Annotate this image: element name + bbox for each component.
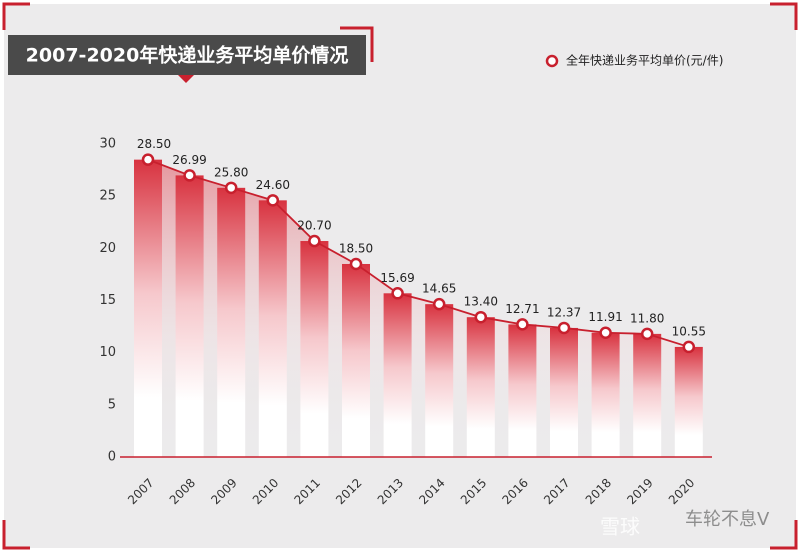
marker: [308, 234, 321, 248]
data-label: 15.69: [380, 271, 414, 285]
data-label: 11.91: [588, 310, 622, 324]
marker: [640, 327, 654, 341]
y-tick-label: 20: [99, 241, 116, 256]
data-label: 12.37: [547, 305, 581, 319]
watermark: 雪球: [600, 515, 640, 539]
column: [300, 241, 329, 457]
watermark-author: 车轮不息V: [685, 509, 770, 530]
column: [550, 327, 578, 457]
column: [591, 332, 620, 457]
column: [508, 324, 537, 457]
corner: [770, 520, 798, 550]
column: [674, 346, 703, 457]
y-tick-label: 15: [99, 293, 116, 308]
chart-title: 2007-2020年快递业务平均单价情况: [26, 44, 349, 67]
column: [425, 304, 454, 457]
y-tick-label: 30: [99, 137, 116, 152]
y-tick-label: 0: [108, 450, 116, 465]
marker: [224, 181, 238, 195]
column: [175, 175, 204, 457]
marker: [349, 257, 363, 271]
legend-label: 全年快递业务平均单价(元/件): [566, 53, 723, 68]
column: [342, 263, 370, 457]
marker: [516, 318, 529, 331]
column: [633, 333, 662, 457]
marker: [266, 194, 280, 207]
data-label: 12.71: [505, 302, 539, 316]
data-label: 26.99: [172, 153, 206, 167]
y-tick-label: 5: [108, 397, 116, 412]
marker: [432, 297, 446, 311]
title-box: [8, 35, 366, 75]
column: [383, 293, 412, 457]
data-label: 11.80: [630, 311, 664, 325]
legend-marker: [545, 54, 559, 68]
title-pointer: [178, 75, 194, 83]
data-label: 20.70: [297, 219, 331, 233]
marker: [391, 287, 404, 300]
corner: [2, 2, 30, 30]
column: [466, 317, 495, 457]
data-label: 18.50: [339, 241, 373, 255]
data-label: 13.40: [464, 295, 498, 309]
marker: [141, 153, 155, 166]
marker: [682, 340, 696, 354]
data-label: 14.65: [422, 282, 456, 296]
column: [217, 187, 246, 457]
title-accent: [340, 26, 374, 62]
line: [147, 158, 690, 348]
data-label: 25.80: [214, 165, 248, 179]
column: [134, 159, 162, 457]
column: [258, 200, 287, 457]
marker: [474, 310, 488, 324]
data-label: 10.55: [672, 324, 706, 338]
marker: [557, 321, 571, 335]
data-label: 24.60: [256, 178, 290, 192]
data-label: 28.50: [137, 137, 171, 151]
corner: [2, 520, 30, 550]
y-tick-label: 10: [99, 345, 116, 360]
y-tick-label: 25: [99, 189, 116, 204]
marker: [183, 169, 196, 182]
corner: [770, 2, 798, 30]
marker: [599, 326, 612, 339]
